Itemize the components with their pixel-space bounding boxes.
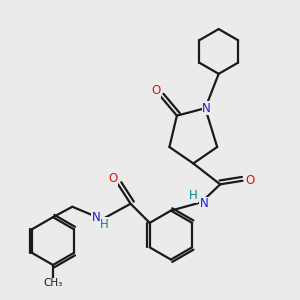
- Text: O: O: [245, 174, 255, 187]
- Text: O: O: [151, 84, 160, 98]
- Text: N: N: [200, 197, 209, 210]
- Text: H: H: [189, 189, 197, 202]
- Text: N: N: [202, 102, 211, 115]
- Text: O: O: [108, 172, 117, 185]
- Text: H: H: [100, 218, 109, 231]
- Text: CH₃: CH₃: [43, 278, 63, 289]
- Text: N: N: [92, 211, 100, 224]
